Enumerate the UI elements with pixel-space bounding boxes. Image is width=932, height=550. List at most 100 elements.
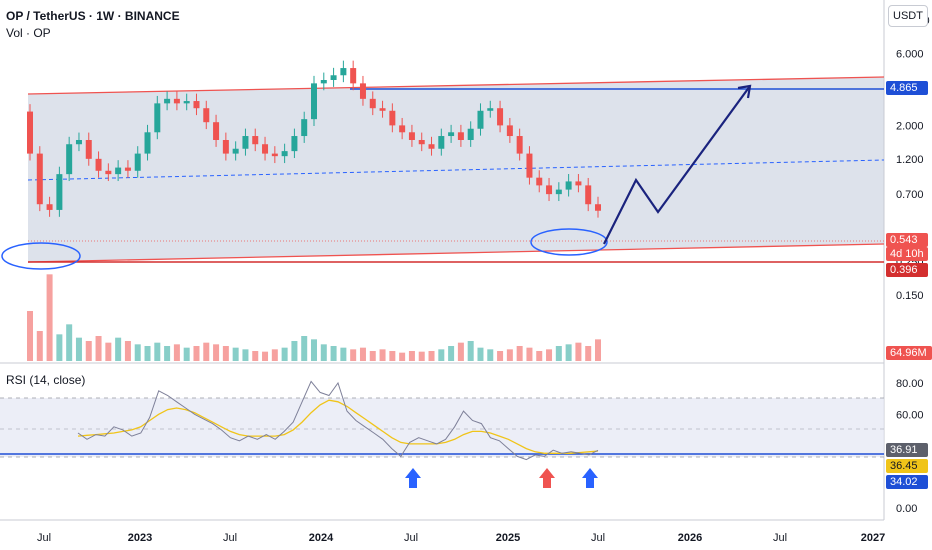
volume-bar xyxy=(75,337,82,361)
volume-bar xyxy=(497,351,504,361)
volume-bar xyxy=(85,341,92,361)
candle-body xyxy=(389,110,396,126)
volume-bar xyxy=(124,341,131,361)
volume-bar xyxy=(134,344,141,361)
candle-body xyxy=(105,170,112,175)
volume-bar xyxy=(546,349,553,361)
candle-body xyxy=(291,136,298,152)
candle-body xyxy=(56,174,63,210)
volume-bar xyxy=(399,352,406,361)
volume-bar xyxy=(154,342,161,361)
time-axis: Jul 2023 Jul 2024 Jul 2025 Jul 2026 Jul 2027 xyxy=(37,532,885,544)
candle-body xyxy=(281,151,288,157)
volume-label[interactable]: Vol · OP xyxy=(6,26,51,40)
channel-mid-line[interactable] xyxy=(27,159,885,181)
candle-body xyxy=(516,136,523,154)
candle-body xyxy=(448,132,455,137)
candle-body xyxy=(506,125,513,137)
rsi-level-tag: 34.02 xyxy=(886,475,928,489)
volume-bar xyxy=(565,344,572,361)
price-candles xyxy=(27,60,601,218)
candle-body xyxy=(213,122,220,140)
volume-bar xyxy=(281,347,288,361)
candle-body xyxy=(330,75,337,80)
volume-bar xyxy=(428,351,435,361)
candle-body xyxy=(203,108,210,123)
candle-body xyxy=(301,119,308,137)
volume-bar xyxy=(369,351,376,361)
price-axis-label: 2.000 xyxy=(896,120,924,132)
candle-body xyxy=(27,111,33,154)
volume-bar xyxy=(213,344,220,361)
volume-bar xyxy=(477,347,484,361)
time-axis-label: 2023 xyxy=(128,532,152,544)
volume-tag: 64.96M xyxy=(886,346,932,360)
countdown-tag: 4d 10h xyxy=(886,247,928,261)
symbol-title[interactable]: OP / TetherUS · 1W · BINANCE xyxy=(6,9,180,23)
rsi-label[interactable]: RSI (14, close) xyxy=(6,373,86,387)
candle-body xyxy=(115,167,122,175)
support-price-tag: 0.396 xyxy=(886,263,928,277)
volume-bar xyxy=(66,324,73,361)
candle-body xyxy=(467,128,474,140)
rsi-axis: 80.00 60.00 0.00 xyxy=(896,378,924,515)
rsi-ma-line xyxy=(77,399,599,454)
rsi-value-tag: 36.91 xyxy=(886,443,928,457)
volume-bar xyxy=(203,342,210,361)
arrow-up-icon[interactable] xyxy=(582,468,598,488)
volume-bar xyxy=(252,351,259,361)
volume-bar xyxy=(183,347,190,361)
volume-bar xyxy=(242,349,249,361)
volume-bar xyxy=(36,331,43,361)
candle-body xyxy=(438,136,445,149)
candle-body xyxy=(359,83,366,99)
rsi-ma-tag: 36.45 xyxy=(886,459,928,473)
time-axis-label: Jul xyxy=(404,532,418,544)
candle-body xyxy=(369,98,376,109)
time-axis-label: 2025 xyxy=(496,532,520,544)
currency-button[interactable]: USDT xyxy=(888,5,928,27)
volume-bar xyxy=(467,341,474,361)
volume-bar xyxy=(193,346,200,361)
volume-bar xyxy=(173,344,180,361)
volume-bars xyxy=(27,274,601,361)
volume-bar xyxy=(311,339,317,361)
bottom-ellipse-right[interactable] xyxy=(530,228,608,256)
projection-path[interactable] xyxy=(603,85,751,245)
candle-body xyxy=(320,79,327,84)
bottom-ellipse-left[interactable] xyxy=(1,242,81,270)
channel-lower-line[interactable] xyxy=(27,243,885,263)
volume-bar xyxy=(330,346,337,361)
volume-bar xyxy=(438,349,445,361)
price-axis-label: 6.000 xyxy=(896,48,924,60)
time-axis-label: Jul xyxy=(773,532,787,544)
volume-bar xyxy=(301,336,308,361)
time-axis-label: 2024 xyxy=(309,532,334,544)
time-axis-label: Jul xyxy=(591,532,605,544)
projection-arrowhead xyxy=(737,84,752,99)
candle-body xyxy=(75,139,82,145)
candle-body xyxy=(164,98,171,104)
arrow-up-icon[interactable] xyxy=(405,468,421,488)
candle-body xyxy=(340,68,347,76)
candle-body xyxy=(252,136,259,145)
channel-upper-line[interactable] xyxy=(27,76,885,95)
volume-bar xyxy=(379,349,386,361)
rsi-lines xyxy=(77,380,599,461)
candle-body xyxy=(262,144,269,154)
volume-bar xyxy=(105,342,112,361)
volume-bar xyxy=(115,337,122,361)
price-axis-label: 1.200 xyxy=(896,154,924,166)
price-axis-label: 0.150 xyxy=(896,290,924,302)
candle-body xyxy=(46,204,53,210)
volume-bar xyxy=(222,346,229,361)
volume-bar xyxy=(526,347,533,361)
rsi-axis-label: 80.00 xyxy=(896,378,924,390)
volume-bar xyxy=(95,336,102,361)
volume-bar xyxy=(487,349,494,361)
rsi-axis-label: 60.00 xyxy=(896,409,924,421)
candle-body xyxy=(242,136,249,149)
time-axis-label: Jul xyxy=(37,532,51,544)
arrow-up-icon[interactable] xyxy=(539,468,555,488)
